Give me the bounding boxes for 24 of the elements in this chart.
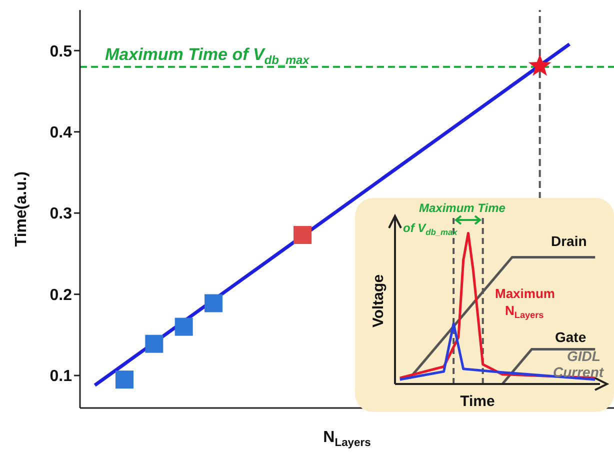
annotation: Maximum	[495, 286, 555, 301]
point	[294, 226, 312, 244]
annotation: N$_{Layers}$	[505, 303, 544, 320]
annotation: Maximum Time	[419, 201, 506, 215]
annotation: Drain	[551, 233, 587, 249]
annotation: of V$_{db_max}$	[403, 221, 458, 237]
ref-line-label: Maximum Time of V$_{db_max}$	[105, 44, 311, 68]
annotation: Current	[553, 364, 605, 380]
annotation: GIDL	[567, 348, 600, 364]
annotation: Gate	[555, 329, 586, 345]
x-axis-title: N$_{Layers}$	[323, 429, 371, 449]
y-tick-label: 0.1	[50, 368, 72, 386]
y-tick-label: 0.5	[50, 43, 72, 60]
y-tick-label: 0.2	[50, 286, 72, 304]
point	[145, 334, 164, 353]
point	[528, 54, 552, 76]
point	[204, 294, 222, 312]
x-axis-title: Time	[460, 393, 495, 410]
y-tick-label: 0.3	[50, 206, 72, 223]
y-axis-title: Voltage	[370, 274, 387, 328]
point	[116, 370, 134, 389]
y-tick-label: 0.4	[50, 124, 72, 142]
point	[174, 318, 193, 336]
y-axis-title: Time(a.u.)	[13, 171, 30, 247]
